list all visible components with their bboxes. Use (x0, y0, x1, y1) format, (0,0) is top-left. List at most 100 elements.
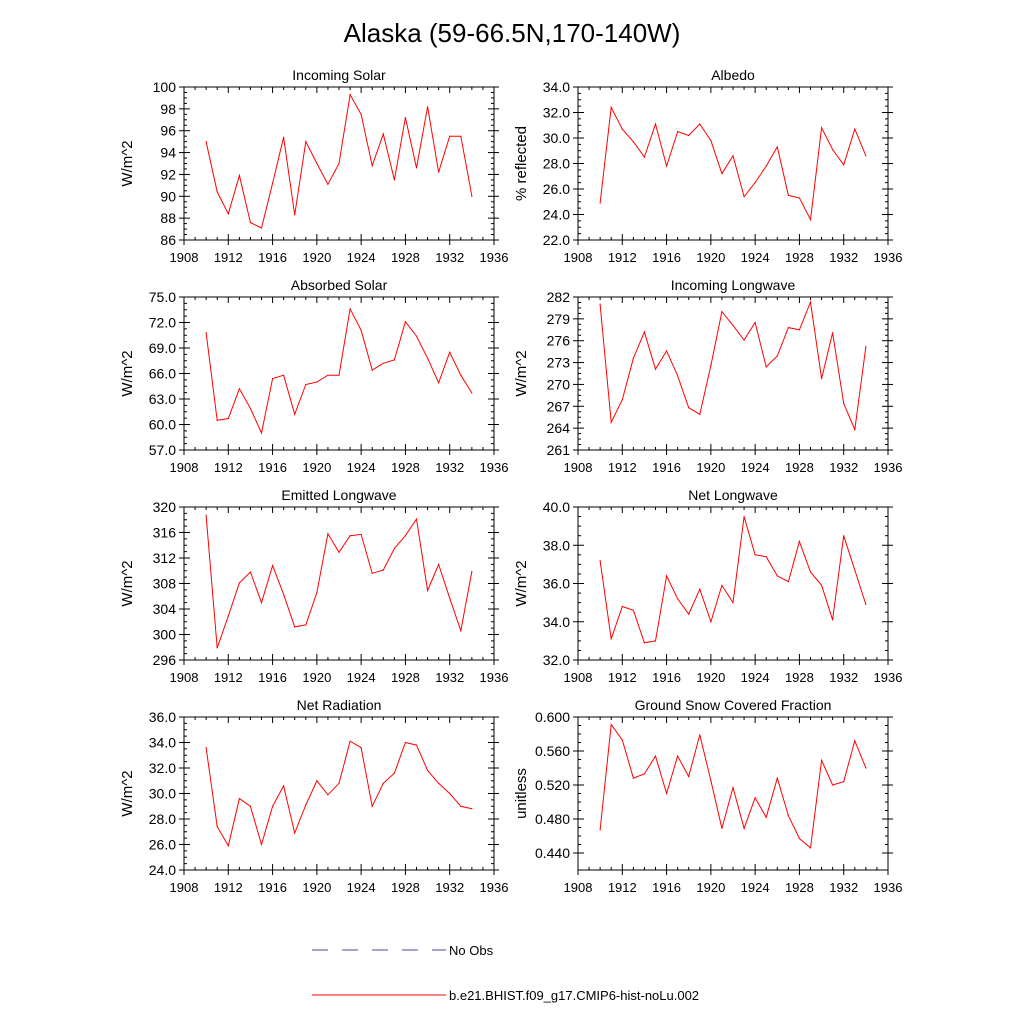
panel-absorbed-solar-xtick-label: 1924 (347, 460, 376, 475)
panel-absorbed-solar-point (305, 383, 307, 386)
panel-net-longwave-point (610, 638, 612, 640)
panel-net-radiation-xtick-label: 1912 (214, 880, 243, 895)
panel-incoming-longwave-ylabel: W/m^2 (513, 350, 530, 396)
panel-absorbed-solar-ytick-label: 60.0 (149, 417, 176, 433)
panel-absorbed-solar-point (249, 407, 252, 409)
panel-incoming-solar-xtick-label: 1924 (347, 250, 376, 265)
panel-net-radiation-point (449, 792, 451, 795)
panel-net-radiation-point (426, 769, 429, 772)
legend-obs-label: No Obs (449, 943, 494, 958)
panel-incoming-solar-xtick-label: 1912 (214, 250, 243, 265)
panel-ground-snow-covered-fraction-point (665, 792, 668, 795)
panel-albedo-xtick-label: 1916 (652, 250, 681, 265)
panel-incoming-longwave-frame (577, 296, 889, 451)
panel-net-longwave-point (765, 556, 767, 558)
panel-absorbed-solar-point (216, 419, 218, 421)
panel-albedo-xtick-label: 1924 (741, 250, 770, 265)
panel-emitted-longwave-point (227, 615, 229, 617)
panel-net-radiation-point (216, 826, 218, 828)
panel-absorbed-solar-point (460, 374, 462, 376)
panel-absorbed-solar-xtick-label: 1912 (214, 460, 243, 475)
panel-incoming-solar-point (349, 94, 351, 96)
panel-net-radiation-xtick-label: 1908 (170, 880, 199, 895)
panel-net-radiation-frame (183, 716, 495, 871)
panel-absorbed-solar-point (260, 432, 263, 434)
panel-net-radiation-xtick-label: 1932 (435, 880, 464, 895)
panel-emitted-longwave-frame (183, 506, 495, 661)
panel-net-longwave-point (654, 640, 657, 642)
panel-incoming-longwave-title: Incoming Longwave (671, 277, 796, 293)
panel-absorbed-solar: Absorbed Solar W/m^2 1908 1912 1916 1920 1924 1… (119, 277, 508, 475)
panel-net-longwave-ytick-label: 36.0 (543, 576, 570, 592)
panel-emitted-longwave-point (438, 563, 440, 565)
panel-emitted-longwave-point (316, 591, 318, 594)
panel-albedo-xtick-label: 1928 (785, 250, 814, 265)
panel-albedo-ytick-label: 32.0 (543, 105, 570, 121)
panel-net-longwave-point (820, 584, 823, 587)
panel-absorbed-solar-ylabel: W/m^2 (119, 350, 136, 396)
panel-incoming-longwave: Incoming Longwave W/m^2 1908 1912 1916 1920 19… (513, 277, 902, 475)
panel-net-radiation-point (415, 744, 418, 746)
panel-absorbed-solar-xtick-label: 1908 (170, 460, 199, 475)
panel-absorbed-solar-ytick-label: 57.0 (149, 442, 176, 458)
panel-net-longwave-point (632, 609, 634, 611)
panel-incoming-longwave-point (765, 366, 767, 368)
panel-incoming-solar-point (460, 135, 462, 137)
panel-absorbed-solar-xtick-label: 1936 (480, 460, 509, 475)
panel-incoming-longwave-point (832, 332, 834, 334)
panel-albedo-ytick-label: 30.0 (543, 130, 570, 146)
panel-emitted-longwave: Emitted Longwave W/m^2 1908 1912 1916 1920 192… (119, 487, 508, 685)
panel-net-longwave-point (832, 619, 834, 621)
panel-incoming-solar-ytick-label: 100 (153, 79, 177, 95)
panel-absorbed-solar-ytick-label: 72.0 (149, 315, 176, 331)
panel-absorbed-solar-title: Absorbed Solar (291, 277, 388, 293)
panel-incoming-solar-point (227, 213, 229, 215)
panel-net-radiation-point (294, 832, 296, 834)
panel-net-longwave-point (743, 515, 745, 518)
panel-ground-snow-covered-fraction-xtick-label: 1912 (608, 880, 637, 895)
panel-net-longwave-point (677, 598, 679, 600)
panel-net-radiation-point (404, 741, 407, 744)
panel-ground-snow-covered-fraction-point (699, 734, 701, 736)
panel-emitted-longwave-ytick-label: 296 (153, 652, 177, 668)
panel-absorbed-solar-point (271, 378, 274, 380)
panel-ground-snow-covered-fraction-point (599, 829, 601, 831)
panel-net-longwave-point (787, 580, 789, 583)
panel-ground-snow-covered-fraction-xtick-label: 1920 (696, 880, 725, 895)
panel-net-radiation-point (327, 794, 329, 796)
panel-net-longwave-frame (577, 506, 889, 661)
panel-net-radiation-xtick-label: 1936 (480, 880, 509, 895)
panel-absorbed-solar-point (438, 382, 440, 384)
panel-ground-snow-covered-fraction-ytick-label: 0.560 (535, 743, 570, 759)
panels: Incoming Solar W/m^2 1908 1912 1916 1920 1924 1… (119, 67, 902, 895)
panel-incoming-solar-ytick-label: 98 (160, 101, 176, 117)
panel-net-longwave-point (776, 575, 778, 577)
panel-emitted-longwave-point (349, 535, 351, 537)
panel-incoming-solar-point (471, 195, 473, 197)
panel-net-longwave-series-line (599, 516, 867, 644)
panel-absorbed-solar-point (471, 392, 473, 394)
panel-emitted-longwave-point (294, 626, 296, 628)
panel-incoming-solar-ytick-label: 92 (160, 166, 176, 182)
panel-albedo-point (699, 123, 701, 125)
panel-net-longwave-xtick-label: 1908 (564, 670, 593, 685)
panel-emitted-longwave-ytick-label: 320 (153, 499, 177, 515)
panel-incoming-longwave-series-line (599, 300, 867, 432)
panel-incoming-longwave-xtick-label: 1916 (652, 460, 681, 475)
panel-incoming-longwave-point (688, 407, 690, 409)
panel-net-longwave-point (643, 642, 646, 644)
panel-incoming-longwave-point (643, 331, 646, 333)
panel-net-longwave-point (710, 621, 712, 623)
panel-incoming-longwave-point (865, 345, 867, 348)
panel-emitted-longwave-series-line (205, 515, 473, 649)
panel-incoming-solar-ytick-label: 88 (160, 210, 176, 226)
panel-net-radiation-title: Net Radiation (297, 697, 382, 713)
panel-albedo-point (865, 155, 867, 157)
panel-ground-snow-covered-fraction-point (621, 739, 623, 741)
panel-albedo-xtick-label: 1912 (608, 250, 637, 265)
panel-net-radiation-point (238, 798, 240, 800)
panel-incoming-solar-point (449, 135, 451, 137)
panel-net-radiation-ytick-label: 26.0 (149, 837, 176, 853)
panel-absorbed-solar-point (449, 351, 451, 353)
panel-emitted-longwave-point (360, 533, 362, 536)
